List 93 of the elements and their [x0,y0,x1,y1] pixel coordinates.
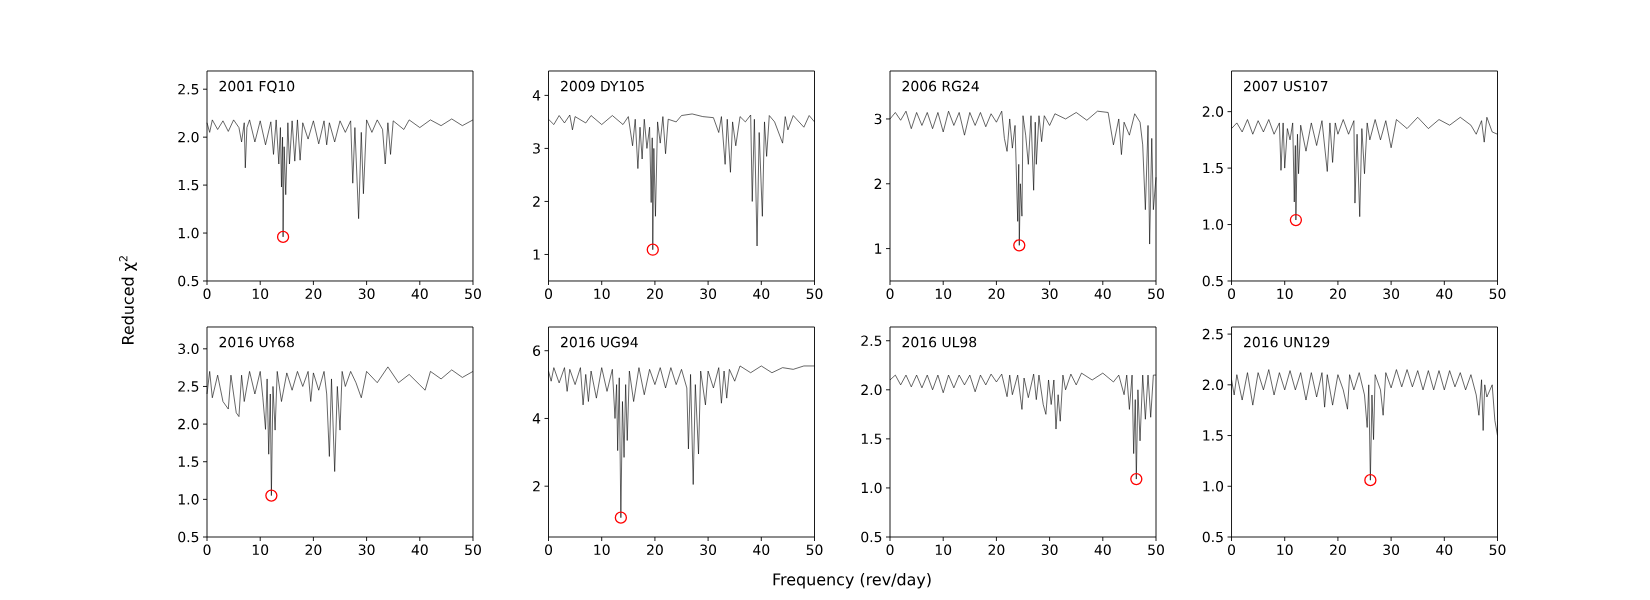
y-tick-label: 0.5 [178,275,199,287]
x-tick-label: 10 [1277,544,1293,556]
text: 2006 RG24 [902,80,979,92]
y-tick-label: 2.0 [178,131,199,143]
x-tick-label: 0 [544,544,553,556]
x-tick-label: 50 [1148,544,1164,556]
x-tick-label: 30 [700,544,717,556]
x-tick-label: 20 [988,544,1005,556]
x-tick-label: 30 [358,288,375,300]
text: 2016 UG94 [561,336,638,348]
y-tick-label: 2 [533,481,540,492]
y-tick-label: 0.5 [178,531,199,543]
y-tick-label: 2 [874,178,882,189]
x-tick-label: 0 [886,544,894,556]
y-tick-label: 4 [532,90,541,101]
x-tick-label: 30 [358,544,375,556]
x-tick-label: 10 [935,288,952,300]
y-tick-label: 2.0 [178,418,199,430]
y-tick-label: 1 [875,243,882,254]
x-tick-label: 0 [1228,288,1236,300]
x-tick-label: 50 [1489,288,1506,300]
x-tick-label: 0 [544,288,553,300]
x-tick-label: 30 [1383,544,1400,556]
x-tick-label: 30 [700,288,717,300]
y-tick-label: 6 [533,345,541,356]
y-tick-label: 2 [533,196,540,207]
x-tick-label: 40 [1436,544,1453,556]
x-tick-label: 50 [806,288,823,300]
y-tick-label: 1 [533,249,540,260]
x-tick-label: 40 [411,288,428,300]
x-tick-label: 0 [203,544,211,556]
y-tick-label: 3.0 [178,343,199,355]
x-tick-label: 40 [753,288,770,300]
y-tick-label: 1.5 [178,456,199,467]
text: 2016 UL98 [902,336,977,348]
y-tick-label: 0.5 [861,531,882,543]
y-tick-label: 1.0 [1203,219,1224,230]
y-tick-label: 1.0 [178,494,199,505]
x-tick-label: 20 [305,288,322,300]
y-tick-label: 2.5 [178,83,199,95]
x-tick-label: 50 [465,544,481,556]
x-tick-label: 10 [1277,288,1293,300]
y-tick-label: 2.0 [861,384,882,396]
x-tick-label: 20 [1330,288,1346,300]
text: 2001 FQ10 [219,80,295,93]
text: 2007 US107 [1244,80,1328,92]
x-tick-label: 40 [411,544,428,556]
y-tick-label: 2.0 [1202,106,1224,117]
y-tick-label: 2.0 [1202,379,1224,391]
x-tick-label: 30 [1041,288,1058,300]
y-tick-label: 1.0 [861,482,882,494]
x-tick-label: 10 [594,288,610,300]
y-tick-label: 2.5 [861,335,882,347]
x-tick-label: 40 [1436,288,1453,300]
y-tick-label: 1.5 [1203,430,1223,441]
y-tick-label: 0.5 [1202,531,1223,543]
x-tick-label: 20 [1330,544,1346,556]
x-tick-label: 40 [753,544,770,556]
y-tick-label: 1.0 [1203,480,1224,492]
y-tick-label: 1.5 [178,179,199,191]
y-axis-title: Reduced χ$^{2}$ [119,256,137,344]
x-tick-label: 10 [252,288,269,300]
x-tick-label: 30 [1041,544,1058,556]
x-tick-label: 50 [1489,544,1506,556]
x-tick-label: 10 [935,544,952,556]
x-tick-label: 20 [988,288,1005,300]
y-tick-label: 2.5 [1202,328,1223,340]
y-tick-label: 3 [874,113,882,125]
text: 2009 DY105 [561,80,644,92]
y-tick-label: 3 [533,143,540,154]
y-tick-label: 1.5 [861,433,882,445]
text: 2016 UY68 [219,336,294,348]
x-tick-label: 0 [203,288,211,300]
x-tick-label: 10 [594,544,610,556]
x-tick-label: 50 [1148,288,1164,300]
y-tick-label: 4 [532,413,541,424]
y-tick-label: 1.5 [1203,162,1223,174]
x-tick-label: 40 [1094,544,1111,556]
x-tick-label: 20 [305,544,322,556]
x-tick-label: 10 [252,544,269,556]
x-tick-label: 20 [647,288,663,300]
x-tick-label: 50 [806,544,823,556]
x-tick-label: 0 [1228,544,1236,556]
x-axis-title: Frequency (rev/day) [773,573,931,589]
x-tick-label: 40 [1094,288,1111,300]
text: 2016 UN129 [1244,336,1330,348]
y-tick-label: 1.0 [178,227,199,239]
y-tick-label: 0.5 [1202,275,1223,287]
x-tick-label: 0 [886,288,894,300]
y-tick-label: 2.5 [178,381,199,392]
x-tick-label: 30 [1383,288,1400,300]
x-tick-label: 20 [647,544,663,556]
x-tick-label: 50 [465,288,481,300]
